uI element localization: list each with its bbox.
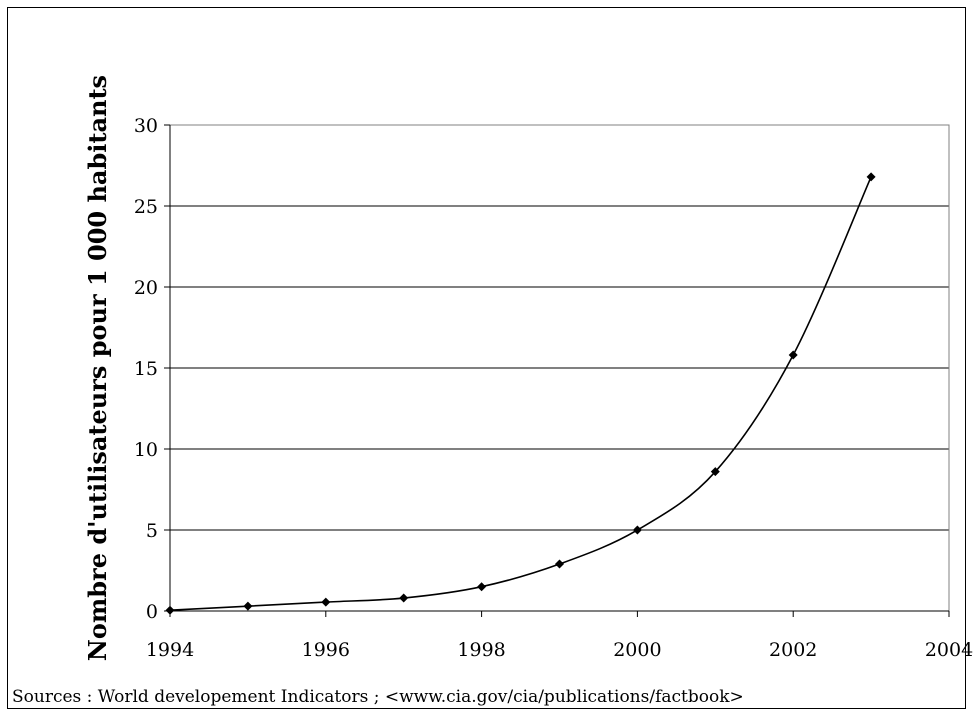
data-series: [165, 172, 876, 615]
data-point: [477, 582, 487, 592]
data-point: [165, 605, 175, 615]
y-tick-label: 0: [146, 601, 158, 623]
y-tick-label: 15: [134, 358, 158, 380]
data-point: [866, 172, 876, 182]
source-note: Sources : World developement Indicators …: [12, 687, 744, 707]
x-tick-label: 2002: [769, 639, 817, 661]
y-axis-label: Nombre d'utilisateurs pour 1 000 habitan…: [83, 75, 112, 661]
y-tick-label: 5: [146, 520, 158, 542]
data-point: [555, 559, 564, 569]
data-point: [632, 525, 642, 535]
x-tick-label: 2000: [613, 639, 661, 661]
data-point: [243, 601, 253, 611]
gridlines: [170, 205, 949, 531]
data-point: [710, 467, 720, 477]
chart-frame: [7, 7, 966, 709]
data-point: [321, 597, 331, 607]
data-point: [399, 593, 409, 603]
y-tick-label: 20: [134, 277, 158, 299]
series-line: [169, 176, 872, 611]
x-tick-label: 1994: [146, 639, 194, 661]
y-tick-label: 25: [134, 196, 158, 218]
axes: 0 5 10 15 20 25 30 1994 1996 1998 2000 2002 2004: [134, 115, 973, 661]
x-tick-label: 1998: [457, 639, 505, 661]
x-tick-label: 1996: [302, 639, 350, 661]
y-tick-label: 30: [134, 115, 158, 137]
data-point: [788, 350, 798, 360]
y-tick-label: 10: [134, 439, 158, 461]
x-tick-label: 2004: [925, 639, 973, 661]
